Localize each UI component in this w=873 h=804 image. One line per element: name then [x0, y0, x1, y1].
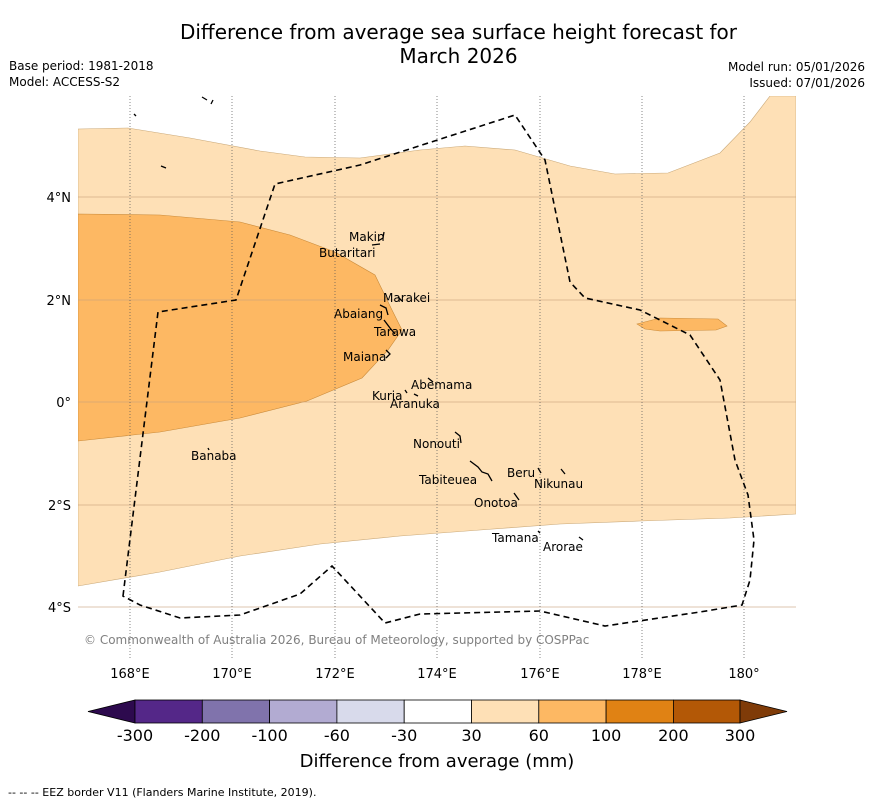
issued-date: Issued: 07/01/2026 [749, 76, 865, 90]
island-north-b [160, 165, 167, 169]
label-aranuka: Aranuka [390, 397, 440, 411]
cb-tick-8: 100 [591, 726, 622, 745]
contour-60-100-west [78, 213, 403, 442]
island-abaiang [379, 304, 389, 316]
chart-title: Difference from average sea surface heig… [0, 20, 873, 68]
label-tarawa: Tarawa [373, 325, 416, 339]
label-nonouti: Nonouti [413, 437, 460, 451]
lat-tick-labels: 4°N 2°N 0° 2°S 4°S [47, 191, 72, 616]
islands [133, 96, 584, 541]
cb-tick-9: 200 [658, 726, 689, 745]
lat-label-2s: 2°S [48, 499, 71, 514]
lon-label-168: 168°E [110, 667, 150, 682]
map-area: Makin Butaritari Marakei Abaiang Tarawa … [78, 96, 796, 658]
island-aranuka [413, 393, 419, 397]
lon-label-178: 178°E [622, 667, 662, 682]
label-butaritari: Butaritari [319, 246, 376, 260]
lat-label-4n: 4°N [47, 191, 72, 206]
label-marakei: Marakei [383, 291, 430, 305]
lon-label-172: 172°E [315, 667, 355, 682]
island-maiana [385, 349, 391, 359]
colorbar-bin-2 [201, 699, 271, 724]
cb-tick-7: 60 [529, 726, 549, 745]
lon-label-176: 176°E [520, 667, 560, 682]
lon-grid [129, 96, 745, 658]
island-marakei [397, 296, 403, 302]
lat-label-2n: 2°N [47, 294, 72, 309]
lon-label-180: 180° [728, 667, 759, 682]
label-tamana: Tamana [491, 531, 539, 545]
cb-tick-2: -200 [184, 726, 220, 745]
colorbar-under [87, 699, 136, 724]
label-makin: Makin [349, 230, 385, 244]
cb-tick-6: 30 [461, 726, 481, 745]
lon-label-174: 174°E [417, 667, 457, 682]
colorbar-bin-3 [269, 699, 338, 724]
colorbar-bin-9 [673, 699, 741, 724]
cb-tick-10: 300 [725, 726, 756, 745]
title-line-1: Difference from average sea surface heig… [179, 20, 738, 44]
base-period: Base period: 1981-2018 [9, 59, 154, 73]
colorbar-bin-4 [336, 699, 405, 724]
island-nonouti [454, 431, 462, 444]
island-banaba [207, 447, 210, 451]
lon-tick-labels: 168°E 170°E 172°E 174°E 176°E 178°E 180° [110, 667, 759, 682]
title-line-2: March 2026 [399, 44, 518, 68]
label-tabiteuea: Tabiteuea [418, 473, 477, 487]
island-kuria [404, 389, 408, 394]
cb-tick-4: -60 [324, 726, 350, 745]
colorbar-over [739, 699, 788, 724]
label-kuria: Kuria [372, 389, 403, 403]
island-tabiteuea [469, 460, 493, 482]
cb-tick-1: -300 [117, 726, 153, 745]
lon-label-170: 170°E [212, 667, 252, 682]
colorbar-bin-5 [403, 699, 472, 724]
island-tamana [537, 530, 541, 534]
label-onotoa: Onotoa [474, 496, 518, 510]
label-banaba: Banaba [191, 449, 237, 463]
island-north-a [133, 113, 137, 117]
label-abemama: Abemama [411, 378, 472, 392]
colorbar-title: Difference from average (mm) [300, 751, 575, 772]
contour-60-100-east [636, 317, 728, 332]
colorbar-bin-1 [134, 699, 203, 724]
lat-label-4s: 4°S [48, 601, 71, 616]
meta-right: Model run: 05/01/2026 Issued: 07/01/2026 [728, 59, 865, 91]
cb-tick-3: -100 [251, 726, 287, 745]
island-makin [377, 231, 385, 242]
island-abemama [427, 377, 434, 383]
colorbar-bin-7 [538, 699, 607, 724]
island-butaritari [371, 243, 381, 246]
colorbar [87, 699, 788, 724]
island-nikunau [560, 468, 566, 475]
label-nikunau: Nikunau [534, 477, 583, 491]
eez-legend-footer: -- -- -- EEZ border V11 (Flanders Marine… [8, 786, 317, 799]
eez-border [122, 114, 755, 627]
label-maiana: Maiana [343, 350, 386, 364]
model-name: Model: ACCESS-S2 [9, 75, 121, 89]
colorbar-ticks: -300 -200 -100 -60 -30 30 60 100 200 300 [117, 726, 755, 745]
copyright-notice: © Commonwealth of Australia 2026, Bureau… [84, 633, 589, 647]
lat-label-0: 0° [56, 396, 71, 411]
label-abaiang: Abaiang [334, 307, 383, 321]
island-beru [537, 467, 542, 474]
island-arorae [578, 536, 584, 541]
island-north-c [201, 96, 214, 105]
contour-30-60 [78, 96, 796, 587]
model-run: Model run: 05/01/2026 [727, 60, 865, 74]
label-beru: Beru [507, 466, 535, 480]
cb-tick-5: -30 [391, 726, 417, 745]
island-tarawa [383, 319, 396, 335]
colorbar-bin-8 [605, 699, 674, 724]
label-arorae: Arorae [543, 540, 583, 554]
island-onotoa [513, 492, 520, 501]
meta-left: Base period: 1981-2018 Model: ACCESS-S2 [9, 58, 154, 90]
colorbar-bin-6 [471, 699, 540, 724]
